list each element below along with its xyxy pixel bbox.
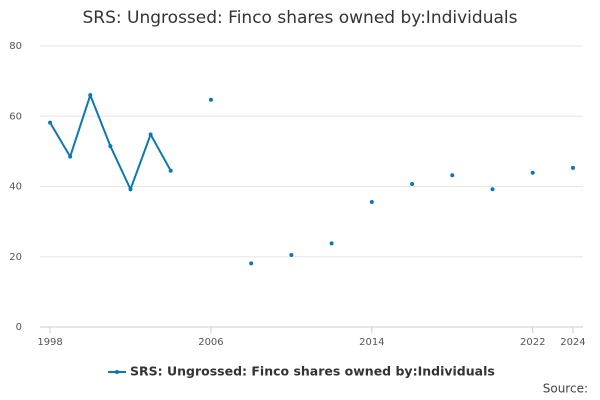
point xyxy=(249,261,254,266)
point xyxy=(289,252,294,257)
point xyxy=(148,132,153,137)
legend-marker xyxy=(115,370,119,374)
y-tick-label: 60 xyxy=(9,111,22,122)
point xyxy=(208,97,213,102)
line xyxy=(50,95,573,189)
point xyxy=(530,170,535,175)
y-tick-label: 40 xyxy=(9,182,22,193)
point xyxy=(88,93,93,98)
point xyxy=(168,168,173,173)
y-tick-label: 0 xyxy=(16,322,22,333)
chart-title: SRS: Ungrossed: Finco shares owned by:In… xyxy=(83,8,518,28)
y-tick-label: 20 xyxy=(9,252,22,263)
legend-label: SRS: Ungrossed: Finco shares owned by:In… xyxy=(130,364,495,379)
point xyxy=(369,199,374,204)
x-tick-label: 2022 xyxy=(520,337,545,348)
point xyxy=(128,187,133,192)
point xyxy=(450,173,455,178)
source: Source: xyxy=(543,382,588,396)
x-tick-label: 2006 xyxy=(198,337,223,348)
point xyxy=(108,144,113,149)
y-tick-label: 80 xyxy=(9,41,22,52)
point xyxy=(329,241,334,246)
point xyxy=(410,182,415,187)
point xyxy=(68,154,73,159)
x-tick-label: 1998 xyxy=(37,337,62,348)
point xyxy=(570,165,575,170)
x-tick-label: 2024 xyxy=(560,337,585,348)
point xyxy=(490,187,495,192)
point xyxy=(48,120,53,125)
x-tick-label: 2014 xyxy=(359,337,384,348)
